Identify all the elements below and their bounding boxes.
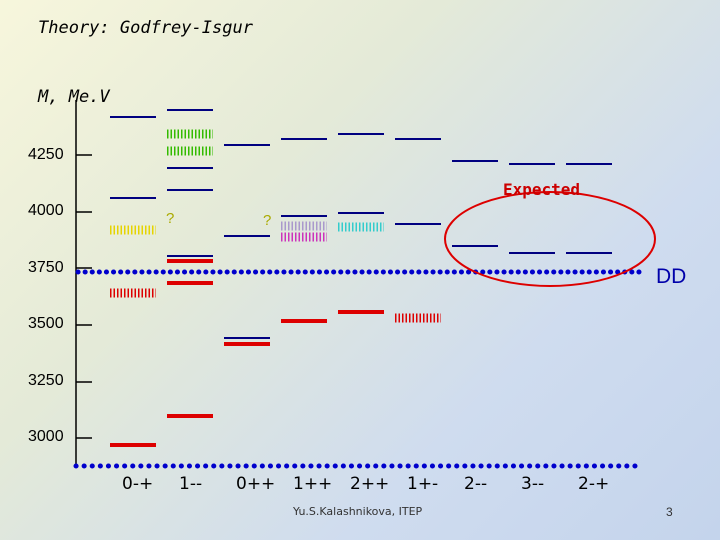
x-label-0++: 0++ <box>236 474 276 494</box>
y-tick-3500: 3500 <box>28 315 64 332</box>
x-label-2-+: 2-+ <box>578 474 610 494</box>
theory-levels <box>110 109 612 339</box>
candidate-levels-hatched <box>110 129 441 323</box>
x-label-2++: 2++ <box>350 474 390 494</box>
question-mark-1: ? <box>166 210 175 227</box>
y-axis-label: M, Me.V <box>38 87 110 107</box>
y-tick-3000: 3000 <box>28 428 64 445</box>
y-axis <box>75 100 92 466</box>
dd-threshold-label: DD <box>656 265 687 288</box>
y-tick-3250: 3250 <box>28 372 64 389</box>
slide-title: Theory: Godfrey-Isgur <box>38 18 253 38</box>
footer-author: Yu.S.Kalashnikova, ITEP <box>293 505 423 518</box>
x-label-3--: 3-- <box>521 474 545 494</box>
x-label-2--: 2-- <box>464 474 488 494</box>
y-tick-4250: 4250 <box>28 146 64 163</box>
expected-ellipse <box>444 191 656 287</box>
expected-label: Expected <box>503 180 581 199</box>
x-label-1--: 1-- <box>179 474 203 494</box>
x-label-1++: 1++ <box>293 474 333 494</box>
x-label-0-+: 0-+ <box>122 474 154 494</box>
page-number: 3 <box>666 505 673 519</box>
y-tick-4000: 4000 <box>28 202 64 219</box>
y-tick-3750: 3750 <box>28 259 64 276</box>
question-mark-2: ? <box>263 212 272 229</box>
x-label-1+-: 1+- <box>407 474 439 494</box>
experiment-levels <box>110 259 384 447</box>
